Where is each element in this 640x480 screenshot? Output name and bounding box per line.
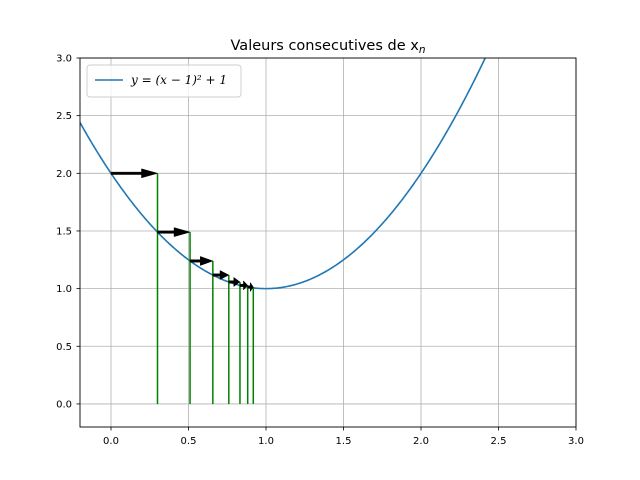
legend-frame	[86, 64, 242, 98]
y-tick-label: 0.0	[56, 399, 72, 410]
y-tick-label: 0.5	[56, 342, 72, 353]
x-tick-label: 0.0	[103, 436, 119, 447]
iteration-arrow	[157, 227, 191, 237]
plot-content	[80, 58, 487, 404]
y-tick-label: 1.5	[56, 226, 72, 237]
iteration-arrow	[247, 281, 254, 293]
x-tick-label: 3.0	[568, 436, 584, 447]
y-tick-label: 3.0	[56, 54, 72, 65]
plot-area	[80, 58, 576, 427]
chart-title: Valeurs consecutives de xn	[231, 38, 426, 56]
chart-title-subscript: n	[419, 44, 426, 56]
y-tick-label: 2.5	[56, 111, 72, 122]
y-tick-label: 1.0	[56, 284, 72, 295]
x-tick-label: 1.0	[258, 436, 274, 447]
x-tick-label: 1.5	[336, 436, 352, 447]
parabola-series-line	[80, 58, 487, 290]
legend-entry-label: y = (x − 1)² + 1	[130, 73, 227, 87]
y-axis: 0.0 0.5 1.0 1.5 2.0 2.5 3.0	[56, 54, 80, 410]
iteration-arrow	[239, 280, 249, 291]
iteration-arrow	[110, 168, 159, 179]
iteration-arrow	[189, 256, 214, 266]
legend: y = (x − 1)² + 1	[86, 64, 242, 98]
x-tick-label: 0.5	[181, 436, 197, 447]
iteration-arrow	[228, 276, 241, 287]
x-axis: 0.0 0.5 1.0 1.5 2.0 2.5 3.0	[103, 427, 584, 447]
y-tick-label: 2.0	[56, 169, 72, 180]
x-tick-label: 2.5	[491, 436, 507, 447]
chart-title-text: Valeurs consecutives de x	[231, 38, 420, 54]
x-tick-label: 2.0	[413, 436, 429, 447]
plot-frame	[79, 57, 577, 428]
iteration-arrow	[212, 270, 230, 280]
